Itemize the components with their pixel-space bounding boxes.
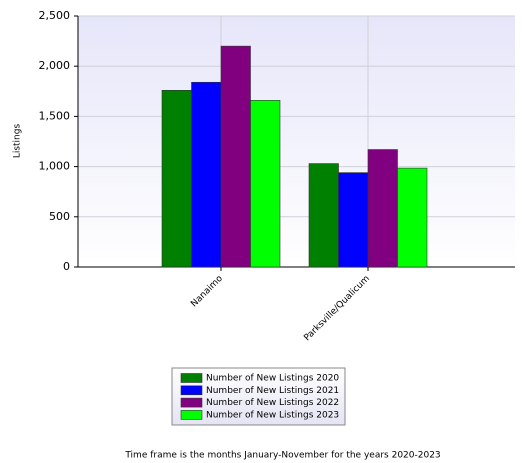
y-tick-label: 0: [63, 260, 70, 273]
x-tick-label: Parksville/Qualicum: [302, 274, 371, 343]
bar: [191, 81, 222, 268]
bar: [338, 172, 369, 268]
legend-label: Number of New Listings 2021: [206, 386, 339, 396]
legend-swatch: [180, 410, 203, 420]
legend-label: Number of New Listings 2022: [206, 398, 339, 408]
plot-area: [78, 16, 515, 267]
legend-swatch: [180, 385, 203, 396]
bar: [250, 100, 281, 268]
bar: [367, 149, 398, 268]
bar: [220, 45, 251, 268]
y-axis-label: Listings: [13, 124, 23, 159]
y-tick-label: 2,500: [39, 9, 71, 22]
y-tick-label: 500: [49, 210, 70, 223]
legend-swatch: [180, 397, 203, 408]
x-tick-label: Nanaimo: [189, 273, 225, 309]
bar: [308, 163, 339, 268]
legend-swatch: [180, 373, 203, 383]
y-tick-label: 2,000: [39, 59, 71, 72]
y-tick-label: 1,500: [39, 109, 71, 122]
legend-label: Number of New Listings 2020: [206, 374, 339, 384]
y-tick-label: 1,000: [39, 160, 71, 173]
footnote: Time frame is the months January-Novembe…: [124, 451, 440, 461]
legend-label: Number of New Listings 2023: [206, 410, 339, 420]
bar: [397, 167, 428, 268]
bar: [161, 89, 192, 268]
